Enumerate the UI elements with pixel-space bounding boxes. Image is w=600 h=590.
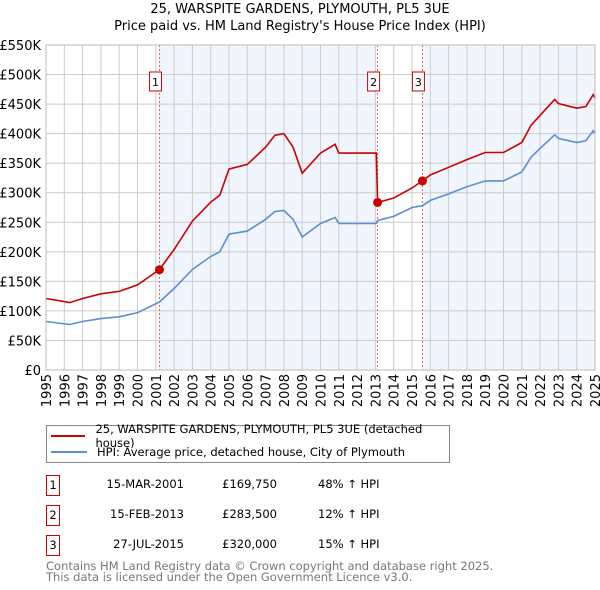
sale-point bbox=[373, 197, 383, 207]
sale-number-badge: 1 bbox=[46, 475, 60, 496]
sale-label-box: 3 bbox=[411, 71, 425, 92]
sale-date: 15-FEB-2013 bbox=[110, 507, 184, 521]
x-tick-label: 2010 bbox=[315, 374, 330, 407]
sale-label-number: 1 bbox=[152, 76, 159, 89]
y-tick-label: £100K bbox=[0, 305, 41, 320]
y-tick-label: £200K bbox=[0, 246, 41, 261]
sale-label-number: 2 bbox=[370, 76, 377, 89]
x-tick-label: 2023 bbox=[552, 374, 567, 407]
y-tick-label: £450K bbox=[0, 98, 41, 113]
sale-label-box: 2 bbox=[367, 71, 381, 92]
x-tick-label: 2024 bbox=[571, 374, 586, 407]
x-tick-label: 2012 bbox=[351, 374, 366, 407]
x-tick-label: 2019 bbox=[479, 374, 494, 407]
property-price-line bbox=[45, 92, 596, 304]
sale-label-border bbox=[411, 71, 425, 92]
shaded-period bbox=[159, 45, 378, 370]
y-tick-label: £350K bbox=[0, 157, 41, 172]
footer-copyright: Contains HM Land Registry data © Crown c… bbox=[46, 559, 494, 573]
legend: 25, WARSPITE GARDENS, PLYMOUTH, PL5 3UE … bbox=[46, 422, 450, 463]
y-tick-label: £50K bbox=[8, 334, 42, 349]
plot-border bbox=[45, 44, 596, 371]
x-tick-label: 2000 bbox=[132, 374, 147, 407]
sale-label-border bbox=[367, 71, 381, 92]
x-tick-label: 1995 bbox=[40, 374, 55, 407]
sale-label-number: 3 bbox=[415, 76, 422, 89]
x-tick-label: 2016 bbox=[424, 374, 439, 407]
sale-price: £169,750 bbox=[222, 477, 277, 491]
y-tick-label: £150K bbox=[0, 275, 41, 290]
x-tick-label: 2002 bbox=[168, 374, 183, 407]
legend-swatch-blue bbox=[51, 451, 87, 453]
x-tick-label: 2003 bbox=[186, 374, 201, 407]
sale-date: 27-JUL-2015 bbox=[113, 537, 184, 551]
footer-licence: This data is licensed under the Open Gov… bbox=[46, 570, 413, 584]
sale-number-badge: 3 bbox=[46, 535, 60, 556]
x-tick-label: 2008 bbox=[278, 374, 293, 407]
sale-label-border bbox=[148, 71, 162, 92]
sale-label-box: 1 bbox=[148, 71, 162, 92]
x-tick-label: 2025 bbox=[589, 374, 600, 407]
x-tick-label: 1999 bbox=[113, 374, 128, 407]
hpi-line bbox=[45, 129, 596, 326]
x-tick-label: 2005 bbox=[223, 374, 238, 407]
legend-item-property: 25, WARSPITE GARDENS, PLYMOUTH, PL5 3UE … bbox=[51, 422, 449, 450]
line-chart: £0 £50K £100K £150K £200K £250K £300K £350K £400… bbox=[0, 39, 600, 407]
sale-number-badge: 2 bbox=[46, 505, 60, 526]
y-tick-label: £0 bbox=[24, 364, 41, 379]
x-tick-label: 2017 bbox=[443, 374, 458, 407]
sale-point bbox=[154, 265, 164, 275]
y-tick-label: £400K bbox=[0, 128, 41, 143]
x-tick-label: 2001 bbox=[150, 374, 165, 407]
legend-swatch-red bbox=[51, 435, 86, 437]
sale-price: £283,500 bbox=[222, 507, 277, 521]
y-tick-label: £300K bbox=[0, 187, 41, 202]
x-tick-label: 2022 bbox=[534, 374, 549, 407]
y-tick-label: £250K bbox=[0, 216, 41, 231]
chart-title: 25, WARSPITE GARDENS, PLYMOUTH, PL5 3UE bbox=[150, 2, 450, 17]
x-tick-label: 2021 bbox=[516, 374, 531, 407]
legend-label: HPI: Average price, detached house, City… bbox=[97, 445, 406, 459]
sale-hpi-diff: 12% ↑ HPI bbox=[318, 507, 380, 521]
x-tick-label: 2018 bbox=[461, 374, 476, 407]
sale-hpi-diff: 15% ↑ HPI bbox=[318, 537, 380, 551]
x-tick-label: 1998 bbox=[95, 374, 110, 407]
x-tick-label: 2020 bbox=[498, 374, 513, 407]
x-tick-label: 2014 bbox=[388, 374, 403, 407]
y-tick-label: £500K bbox=[0, 69, 41, 84]
x-tick-label: 2013 bbox=[369, 374, 384, 407]
chart-subtitle: Price paid vs. HM Land Registry's House … bbox=[114, 19, 486, 34]
x-tick-label: 1996 bbox=[58, 374, 73, 407]
x-tick-label: 2011 bbox=[333, 374, 348, 407]
x-tick-label: 2007 bbox=[260, 374, 275, 407]
y-tick-label: £550K bbox=[0, 39, 41, 54]
sale-date: 15-MAR-2001 bbox=[106, 477, 184, 491]
x-tick-label: 2004 bbox=[205, 374, 220, 407]
sale-hpi-diff: 48% ↑ HPI bbox=[318, 477, 380, 491]
legend-item-hpi: HPI: Average price, detached house, City… bbox=[51, 444, 405, 460]
x-tick-label: 1997 bbox=[77, 374, 92, 407]
x-tick-label: 2009 bbox=[296, 374, 311, 407]
sale-point bbox=[417, 176, 427, 186]
x-tick-label: 2015 bbox=[406, 374, 421, 407]
sale-price: £320,000 bbox=[222, 537, 277, 551]
shaded-period bbox=[422, 45, 595, 370]
legend-label: 25, WARSPITE GARDENS, PLYMOUTH, PL5 3UE … bbox=[95, 422, 423, 450]
x-tick-label: 2006 bbox=[241, 374, 256, 407]
